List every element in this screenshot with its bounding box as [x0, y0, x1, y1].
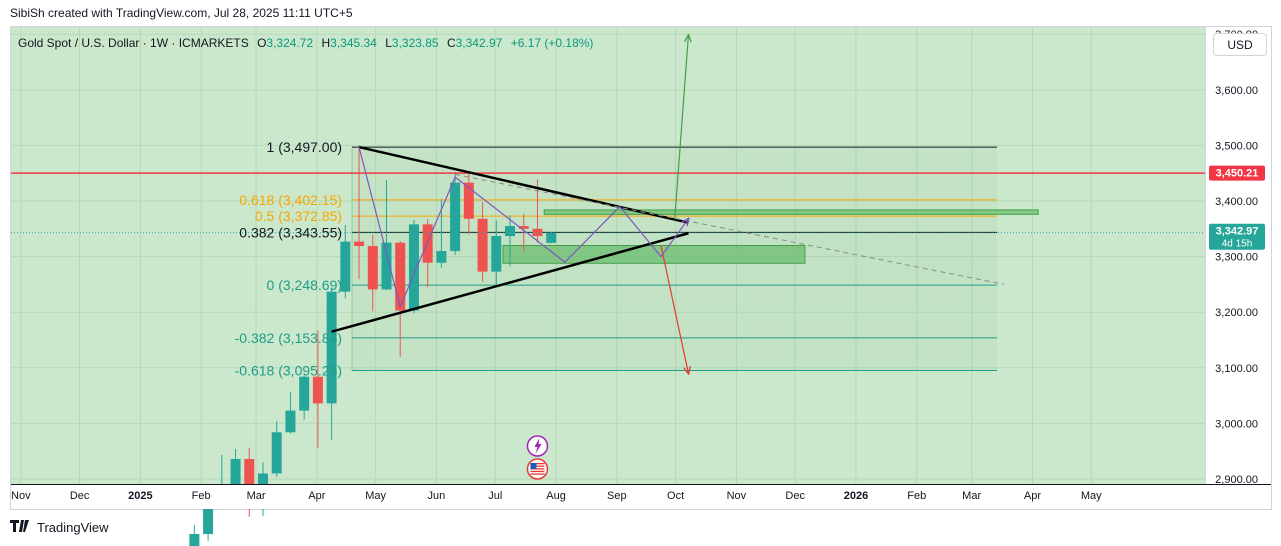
candle-body[interactable]	[463, 182, 474, 219]
price-label-badge	[1209, 165, 1265, 181]
time-tick-label: Dec	[70, 490, 90, 502]
time-tick-label: Apr	[308, 490, 325, 502]
price-label-text: 3,450.21	[1216, 168, 1259, 180]
footer-brand-text: TradingView	[37, 519, 109, 535]
candle-body[interactable]	[381, 242, 392, 290]
candle-body[interactable]	[436, 251, 447, 263]
open-label: O	[257, 36, 267, 50]
candle-body[interactable]	[271, 432, 282, 474]
creator-caption: SibiSh created with TradingView.com, Jul…	[10, 6, 353, 20]
flag-stripe	[530, 468, 545, 470]
time-tick-label: Feb	[192, 490, 211, 502]
demand-zone	[543, 209, 1039, 215]
time-tick-label: Sep	[607, 490, 627, 502]
low-label: L	[385, 36, 392, 50]
candle-body[interactable]	[477, 218, 488, 272]
candle-body[interactable]	[422, 224, 433, 263]
time-tick-label: Nov	[727, 490, 747, 502]
close-label: C	[446, 36, 456, 50]
price-tick-label: 3,400.00	[1215, 196, 1258, 208]
currency-button[interactable]: USD	[1213, 33, 1267, 56]
time-tick-label: Jul	[488, 490, 502, 502]
candle-body[interactable]	[450, 182, 461, 252]
fib-level-label: 0.382 (3,343.55)	[239, 224, 342, 240]
candle-body[interactable]	[395, 242, 406, 311]
candle-body[interactable]	[312, 376, 323, 404]
low-value: 3,323.85	[391, 36, 439, 50]
symbol-label: Gold Spot / U.S. Dollar · 1W · ICMARKETS	[18, 36, 249, 50]
flag-stripe	[530, 465, 545, 467]
price-tick-label: 2,900.00	[1215, 474, 1258, 486]
close-value: 3,342.97	[455, 36, 503, 50]
time-tick-label: 2026	[844, 490, 868, 502]
change-value: +6.17 (+0.18%)	[510, 36, 594, 50]
candle-body[interactable]	[532, 228, 543, 237]
candle-body[interactable]	[367, 246, 378, 290]
time-tick-label: May	[365, 490, 386, 502]
fib-level-label: 0.5 (3,372.85)	[255, 208, 342, 224]
time-tick-label: Mar	[247, 490, 266, 502]
high-label: H	[321, 36, 331, 50]
time-axis[interactable]	[11, 484, 1271, 509]
candle-body[interactable]	[244, 458, 255, 503]
trend-line-extension[interactable]	[455, 173, 1005, 285]
candle-body[interactable]	[285, 410, 296, 433]
fib-level-label: 1 (3,497.00)	[267, 139, 343, 155]
price-tick-label: 3,200.00	[1215, 307, 1258, 319]
candle-body[interactable]	[189, 534, 200, 546]
price-tick-label: 3,100.00	[1215, 363, 1258, 375]
flag-canton	[530, 463, 537, 469]
candle-body[interactable]	[230, 458, 241, 489]
price-tick-label: 3,600.00	[1215, 85, 1258, 97]
bearish-arrow[interactable]	[660, 245, 688, 373]
candle-body[interactable]	[354, 241, 365, 247]
flag-stripe	[530, 473, 545, 475]
time-tick-label: Apr	[1024, 490, 1041, 502]
high-value: 3,345.34	[330, 36, 377, 50]
candle-body[interactable]	[299, 376, 310, 411]
time-tick-label: May	[1081, 490, 1102, 502]
time-tick-label: Dec	[785, 490, 805, 502]
price-tick-label: 3,300.00	[1215, 252, 1258, 264]
lightning-bolt	[534, 438, 542, 454]
time-tick-label: Nov	[11, 490, 31, 502]
footer-branding: TradingView	[10, 519, 109, 535]
candle-body[interactable]	[491, 236, 502, 272]
candle-body[interactable]	[505, 226, 516, 237]
price-label-text: 3,342.97	[1216, 226, 1259, 238]
flag-stripe	[530, 470, 545, 473]
time-tick-label: Mar	[962, 490, 981, 502]
price-label-countdown: 4d 15h	[1222, 239, 1253, 250]
fib-level-label: 0.618 (3,402.15)	[239, 192, 342, 208]
fib-level-label: -0.382 (3,153.84)	[235, 330, 342, 346]
price-tick-label: 3,500.00	[1215, 140, 1258, 152]
chart-frame	[10, 26, 1272, 510]
fib-band	[352, 337, 998, 371]
candle-body[interactable]	[518, 226, 529, 229]
candle-body[interactable]	[546, 232, 557, 243]
open-value: 3,324.72	[266, 36, 314, 50]
projection-path[interactable]	[358, 146, 688, 309]
time-tick-label: 2025	[128, 490, 152, 502]
price-label-badge	[1209, 223, 1265, 250]
price-tick-label: 3,000.00	[1215, 418, 1258, 430]
candle-body[interactable]	[408, 224, 419, 311]
candle-body[interactable]	[340, 241, 351, 292]
tradingview-logo-icon	[10, 519, 32, 535]
price-axis[interactable]	[1205, 27, 1271, 484]
candle-body[interactable]	[203, 500, 214, 535]
chart-legend: Gold Spot / U.S. Dollar · 1W · ICMARKETS…	[18, 36, 593, 50]
fib-level-label: -0.618 (3,095.24)	[235, 362, 342, 378]
time-tick-label: Aug	[546, 490, 566, 502]
bullish-arrow[interactable]	[674, 35, 689, 220]
demand-zone	[502, 244, 806, 264]
time-tick-label: Jun	[428, 490, 446, 502]
time-tick-label: Feb	[907, 490, 926, 502]
candle-body[interactable]	[326, 291, 337, 404]
fib-level-label: 0 (3,248.69)	[267, 277, 343, 293]
flag-stripe	[530, 463, 545, 465]
time-tick-label: Oct	[667, 490, 684, 502]
trend-line-lower[interactable]	[331, 232, 689, 333]
